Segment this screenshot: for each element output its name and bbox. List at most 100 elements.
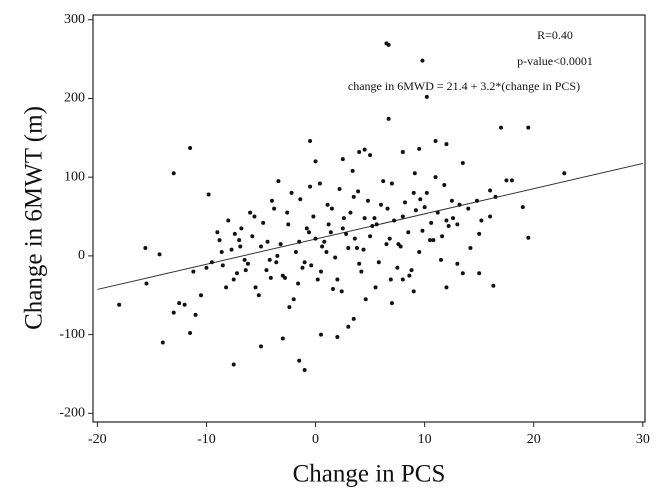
point [429,220,434,225]
point [302,260,307,265]
point [411,289,416,294]
point [239,226,244,231]
point [157,252,162,257]
point [460,271,465,276]
point [308,184,313,189]
point [289,190,294,195]
point [215,230,220,235]
point [392,218,397,223]
point [499,125,503,130]
point [231,362,236,367]
point [384,242,389,247]
point [339,289,344,294]
point [331,286,335,291]
point [335,277,340,282]
point [424,190,429,195]
point [374,222,379,227]
point [235,271,239,276]
point [346,324,351,329]
point [493,194,498,199]
point [362,216,367,221]
point [412,171,417,176]
point [509,178,514,183]
point [256,293,261,298]
point [286,222,291,227]
point [311,214,316,219]
point [326,222,331,227]
y-tick-label: 100 [64,169,85,184]
point [220,263,225,268]
point [396,242,401,247]
annotation: change in 6MWD = 21.4 + 3.2*(change in P… [348,79,580,93]
point [335,334,340,339]
point [245,261,250,266]
point [420,228,425,233]
point [477,271,482,276]
point [444,218,449,223]
point [388,277,393,282]
x-tick-label: 10 [418,432,432,447]
point [488,214,493,219]
point [313,159,318,164]
x-tick-label: 20 [527,432,541,447]
point [171,310,176,315]
point [300,265,305,270]
point [193,312,198,317]
point [368,153,373,158]
point [370,223,375,228]
point [395,265,400,270]
point [285,210,290,215]
point [308,138,313,143]
point [444,142,449,147]
point [444,285,449,290]
point [346,246,351,251]
point [435,210,440,215]
point [259,244,263,249]
point [237,238,242,243]
point [442,183,447,188]
point [418,197,423,202]
point [243,268,248,273]
point [455,222,460,227]
point [373,285,378,290]
y-axis-title: Change in 6MWT (m) [21,106,48,330]
point [422,205,427,210]
point [387,236,392,241]
point [475,198,479,203]
point [307,230,311,235]
x-tick-label: 0 [312,432,319,447]
y-tick-label: 0 [78,248,85,263]
point [460,161,465,165]
point [341,216,346,221]
point [191,269,196,274]
point [381,179,386,184]
point [477,231,482,236]
point [309,263,314,268]
point [319,269,323,274]
point [232,231,237,236]
point [488,188,493,193]
point [428,238,433,243]
plot-frame [92,14,646,423]
point [365,198,370,203]
point [224,285,229,290]
point [160,340,165,345]
point [268,275,273,280]
point [117,302,122,307]
point [275,253,280,258]
point [351,316,356,321]
point [199,293,203,298]
point [357,149,362,154]
point [385,206,390,211]
point [526,125,531,130]
y-tick-label: 200 [64,91,85,106]
point [283,275,287,280]
point [264,268,269,273]
fit-line [97,162,643,290]
point [297,358,302,363]
point [409,268,414,273]
point [468,246,473,251]
point [206,192,211,197]
point [400,214,405,219]
point [340,226,345,231]
